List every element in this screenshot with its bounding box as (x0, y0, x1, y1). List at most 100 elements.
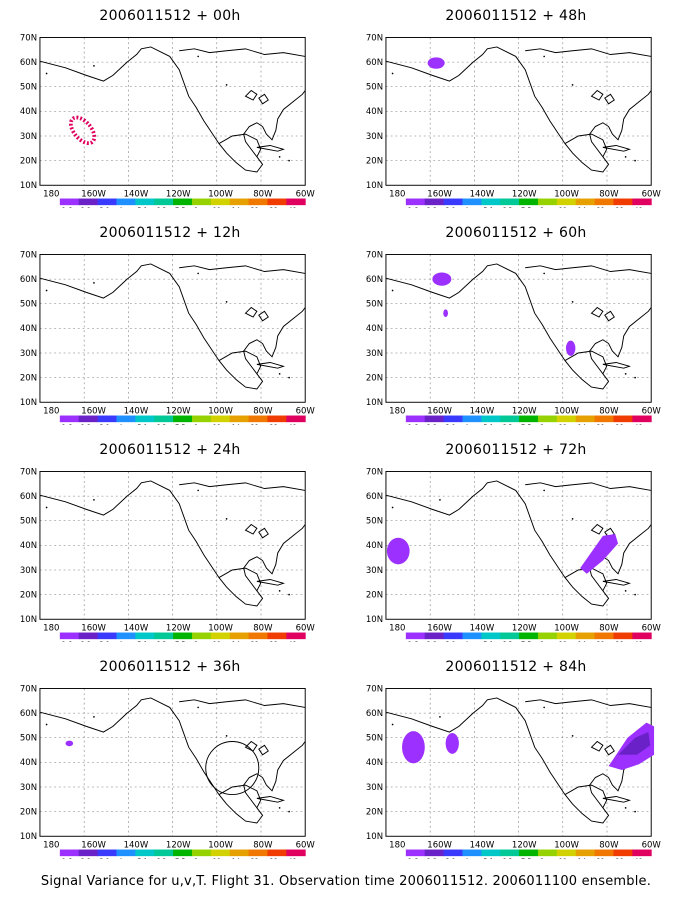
colorbar-label: 6.3 (156, 641, 167, 642)
colorbar-label: 2.2 (427, 207, 438, 208)
colorbar-label: 2.2 (427, 424, 438, 425)
colorbar-swatch (424, 415, 445, 423)
colorbar-label: 14 (232, 641, 240, 642)
lat-label: 70N (20, 33, 37, 43)
lat-label: 40N (20, 324, 37, 334)
colorbar-swatch (116, 849, 136, 857)
colorbar-swatch (97, 849, 117, 857)
lon-label: 140W (470, 841, 495, 851)
colorbar-swatch (575, 198, 596, 206)
lon-label: 60W (296, 841, 316, 851)
lon-label: 120W (166, 841, 191, 851)
colorbar-label: 4 (464, 424, 468, 425)
lon-label: 180 (43, 841, 59, 851)
colorbar-swatch (462, 632, 482, 640)
colorbar-swatch (173, 198, 193, 206)
colorbar-label: 1.6 (62, 424, 73, 425)
lon-label: 80W (253, 841, 273, 851)
colorbar-swatch (267, 415, 287, 423)
lon-label: 160W (427, 841, 452, 851)
colorbar-label: 7.5 (521, 207, 532, 208)
colorbar-label: 21 (250, 424, 258, 425)
colorbar-label: 3.1 (445, 858, 456, 859)
map-panel-48h: 2006011512 + 48h 70N 60N 50N 40N 30N 20N 10N 18… (346, 8, 676, 218)
colorbar: 1.6 2.2 3.1 4 5.1 6.3 7.5 9 11 14 21 29 40 (59, 415, 306, 425)
lon-label: 80W (253, 407, 273, 417)
lon-label: 120W (512, 190, 537, 200)
lon-label: 100W (208, 407, 233, 417)
colorbar-label: 7.5 (175, 858, 186, 859)
colorbar-label: 21 (596, 207, 604, 208)
lon-label: 140W (124, 407, 149, 417)
colorbar-label: 1.6 (408, 207, 419, 208)
colorbar-swatch (78, 632, 99, 640)
colorbar-label: 40 (634, 858, 642, 859)
lat-label: 20N (20, 590, 37, 600)
lat-label: 60N (366, 275, 383, 285)
colorbar-swatch (537, 849, 558, 857)
colorbar-label: 7.5 (175, 424, 186, 425)
colorbar-label: 7.5 (521, 858, 532, 859)
colorbar-label: 5.1 (137, 858, 148, 859)
colorbar-label: 29 (615, 207, 623, 208)
lat-label: 70N (20, 250, 37, 260)
colorbar-swatch (632, 632, 652, 640)
colorbar-swatch (519, 632, 539, 640)
colorbar-swatch (116, 198, 136, 206)
lon-label: 120W (512, 841, 537, 851)
colorbar-swatch (443, 632, 463, 640)
lat-label: 40N (20, 758, 37, 768)
colorbar: 1.6 2.2 3.1 4 5.1 6.3 7.5 9 11 14 21 29 40 (405, 849, 652, 859)
lon-label: 180 (389, 624, 405, 634)
colorbar-label: 21 (250, 207, 258, 208)
colorbar-label: 4 (464, 641, 468, 642)
lat-label: 70N (20, 684, 37, 694)
panel-title: 2006011512 + 72h (445, 442, 587, 458)
colorbar-label: 40 (288, 207, 296, 208)
colorbar-swatch (59, 415, 80, 423)
colorbar-swatch (519, 415, 539, 423)
colorbar-swatch (135, 198, 155, 206)
lat-label: 10N (20, 181, 37, 191)
colorbar-swatch (537, 415, 558, 423)
colorbar-swatch (481, 632, 501, 640)
colorbar-swatch (248, 849, 268, 857)
colorbar-label: 3.1 (445, 641, 456, 642)
colorbar-swatch (154, 849, 174, 857)
colorbar-label: 2.2 (427, 858, 438, 859)
colorbar-swatch (135, 415, 155, 423)
colorbar-label: 4 (118, 858, 122, 859)
colorbar-swatch (97, 415, 117, 423)
colorbar: 1.6 2.2 3.1 4 5.1 6.3 7.5 9 11 14 21 29 40 (405, 415, 652, 425)
colorbar-swatch (481, 415, 501, 423)
colorbar-label: 6.3 (156, 858, 167, 859)
colorbar-label: 6.3 (502, 858, 513, 859)
colorbar-label: 29 (269, 207, 277, 208)
colorbar-label: 11 (559, 641, 567, 642)
colorbar-swatch (154, 198, 174, 206)
colorbar-swatch (191, 849, 212, 857)
lon-label: 80W (599, 407, 619, 417)
lon-label: 140W (470, 190, 495, 200)
signal-blob (65, 740, 260, 796)
lat-label: 50N (366, 83, 383, 93)
colorbar-swatch (191, 632, 212, 640)
colorbar-swatch (97, 632, 117, 640)
colorbar-label: 29 (615, 858, 623, 859)
lat-label: 50N (20, 300, 37, 310)
colorbar-swatch (405, 198, 426, 206)
lat-label: 50N (366, 734, 383, 744)
lon-label: 180 (43, 407, 59, 417)
colorbar-swatch (594, 632, 614, 640)
colorbar-swatch (191, 198, 212, 206)
colorbar-label: 3.1 (99, 424, 110, 425)
colorbar-label: 5.1 (483, 207, 494, 208)
colorbar-label: 9 (540, 641, 544, 642)
colorbar: 1.6 2.2 3.1 4 5.1 6.3 7.5 9 11 14 21 29 40 (59, 849, 306, 859)
colorbar-label: 1.6 (62, 858, 73, 859)
signal-blob (68, 115, 97, 146)
figure-caption: Signal Variance for u,v,T. Flight 31. Ob… (40, 874, 652, 889)
colorbar-label: 5.1 (137, 641, 148, 642)
colorbar-swatch (575, 632, 596, 640)
lat-label: 30N (20, 566, 37, 576)
